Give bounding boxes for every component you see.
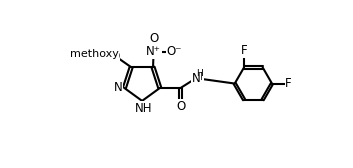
Text: methoxy: methoxy bbox=[70, 49, 119, 59]
Text: H: H bbox=[196, 69, 203, 78]
Text: F: F bbox=[241, 44, 247, 57]
Text: O⁻: O⁻ bbox=[167, 45, 182, 58]
Text: N: N bbox=[114, 81, 122, 94]
Text: N: N bbox=[192, 72, 201, 85]
Text: O: O bbox=[176, 100, 185, 113]
Text: O: O bbox=[149, 32, 158, 45]
Text: O: O bbox=[110, 50, 120, 62]
Text: H: H bbox=[195, 72, 203, 82]
Text: N⁺: N⁺ bbox=[146, 45, 161, 58]
Text: F: F bbox=[285, 77, 292, 90]
Text: NH: NH bbox=[134, 102, 152, 115]
